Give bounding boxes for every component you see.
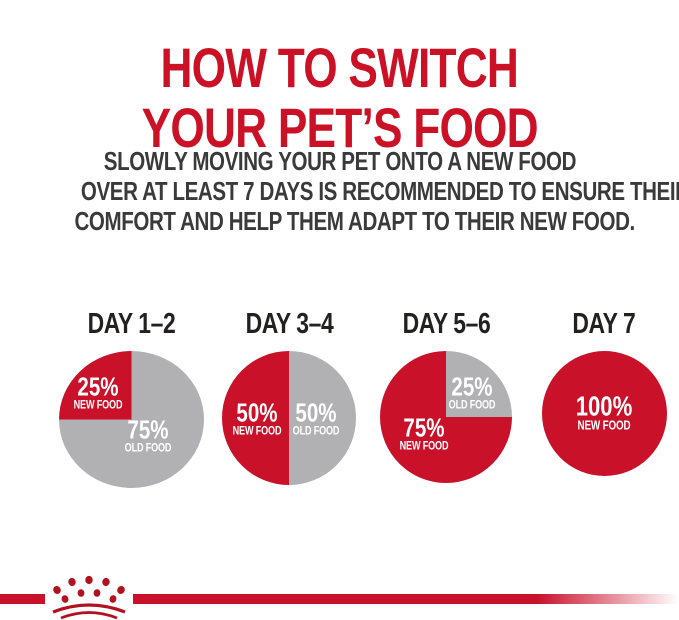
subtitle-line-1: SLOWLY MOVING YOUR PET ONTO A NEW FOOD [103, 146, 576, 176]
title-line-1: HOW TO SWITCH [160, 35, 519, 99]
new-food-slice-label: 25% NEW FOOD [73, 371, 122, 412]
new-food-slice-label: 75% NEW FOOD [399, 412, 448, 453]
subtitle-line-2: OVER AT LEAST 7 DAYS IS RECOMMENDED TO E… [80, 176, 679, 206]
subtitle-line-3: COMFORT AND HELP THEM ADAPT TO THEIR NEW… [74, 206, 635, 236]
day-label: DAY 3–4 [245, 308, 333, 340]
pie-chart-day-3-4: 50% NEW FOOD 50% OLD FOOD [222, 351, 356, 485]
divider-bar-right [133, 594, 679, 604]
day-label: DAY 7 [572, 308, 636, 340]
pie-chart-day-7: 100% NEW FOOD [541, 351, 667, 476]
page-title: HOW TO SWITCH YOUR PET’S FOOD [0, 35, 679, 159]
old-food-slice-label: 50% OLD FOOD [292, 397, 340, 438]
day-3-4-chart: DAY 3–4 50% NEW FOOD 50% OLD FOOD [209, 306, 369, 485]
pie-chart-day-5-6: 75% NEW FOOD 25% OLD FOOD [380, 351, 512, 483]
subtitle: SLOWLY MOVING YOUR PET ONTO A NEW FOOD O… [0, 146, 679, 236]
transition-charts: DAY 1–2 25% NEW FOOD 75% OLD FOOD DAY 3–… [0, 306, 679, 506]
day-1-2-chart: DAY 1–2 25% NEW FOOD 75% OLD FOOD [51, 306, 211, 488]
royal-canin-crown-icon [52, 575, 126, 620]
old-food-slice-label: 25% OLD FOOD [449, 371, 496, 412]
day-5-6-chart: DAY 5–6 75% NEW FOOD 25% OLD FOOD [366, 306, 526, 483]
day-7-chart: DAY 7 100% NEW FOOD [524, 306, 679, 476]
title-line-2: YOUR PET’S FOOD [141, 95, 538, 159]
day-label: DAY 5–6 [402, 308, 490, 340]
day-label: DAY 1–2 [87, 308, 175, 340]
pie-chart-day-1-2: 25% NEW FOOD 75% OLD FOOD [58, 351, 204, 488]
old-food-slice-label: 75% OLD FOOD [125, 414, 172, 455]
divider-bar-left [0, 594, 45, 604]
new-food-slice-label: 100% NEW FOOD [575, 390, 633, 433]
new-food-slice-label: 50% NEW FOOD [232, 397, 282, 438]
